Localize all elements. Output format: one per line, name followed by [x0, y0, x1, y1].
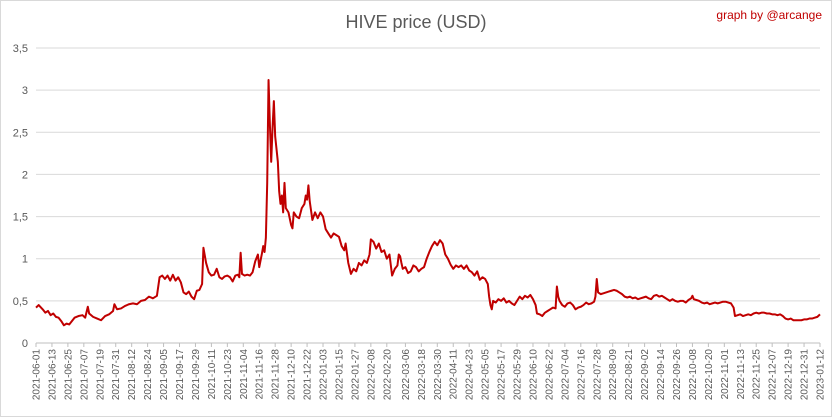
y-tick-label: 3: [22, 85, 28, 97]
x-tick-label: 2021-11-04: [239, 349, 250, 400]
x-tick-label: 2022-05-29: [513, 349, 524, 401]
x-tick-label: 2022-03-30: [433, 349, 444, 401]
x-tick-label: 2022-11-25: [752, 349, 763, 400]
x-tick-label: 2022-07-04: [560, 349, 571, 401]
x-tick-label: 2021-06-01: [32, 349, 43, 401]
y-tick-label: 0: [22, 338, 28, 350]
x-tick-label: 2021-07-19: [95, 349, 106, 401]
x-tick-label: 2021-09-05: [159, 349, 170, 401]
x-tick-label: 2022-06-10: [528, 349, 539, 401]
x-tick-label: 2022-09-02: [640, 349, 651, 401]
x-tick-label: 2022-07-16: [576, 349, 587, 401]
x-tick-label: 2022-01-15: [334, 349, 345, 401]
y-tick-label: 2,5: [13, 127, 28, 139]
x-tick-label: 2021-07-31: [111, 349, 122, 401]
x-tick-label: 2022-03-06: [401, 349, 412, 401]
x-tick-label: 2022-01-27: [350, 349, 361, 401]
x-tick-label: 2022-02-20: [382, 349, 393, 401]
x-tick-label: 2022-08-21: [624, 349, 635, 401]
x-tick-label: 2021-12-22: [303, 349, 314, 401]
y-tick-label: 1: [22, 254, 28, 266]
x-tick-label: 2023-01-12: [816, 349, 827, 401]
x-tick-label: 2022-05-05: [481, 349, 492, 401]
y-tick-label: 2: [22, 169, 28, 181]
y-axis: 0 0,5 1 1,5 2 2,5 3 3,5: [13, 43, 28, 350]
x-tick-label: 2022-06-22: [544, 349, 555, 401]
x-tick-label: 2021-07-07: [79, 349, 90, 401]
y-tick-label: 0,5: [13, 296, 28, 308]
credit-label: graph by @arcange: [716, 8, 822, 22]
x-tick-label: 2022-12-19: [784, 349, 795, 401]
x-tick-label: 2022-08-09: [608, 349, 619, 401]
x-tick-label: 2021-10-23: [223, 349, 234, 401]
y-tick-label: 3,5: [13, 43, 28, 55]
x-tick-label: 2021-12-10: [287, 349, 298, 401]
x-tick-label: 2022-10-20: [704, 349, 715, 401]
x-tick-label: 2021-11-28: [271, 349, 282, 400]
gridlines: [36, 47, 820, 344]
series-line: [35, 79, 821, 327]
x-tick-label: 2022-04-11: [449, 349, 460, 400]
x-tick-label: 2022-12-31: [800, 349, 811, 401]
x-tick-label: 2021-06-25: [63, 349, 74, 401]
x-tick-label: 2022-09-26: [672, 349, 683, 401]
x-tick-label: 2021-08-12: [127, 349, 138, 401]
x-tick-label: 2021-11-16: [255, 349, 266, 400]
x-tick-label: 2021-06-13: [47, 349, 58, 401]
x-tick-label: 2022-11-13: [736, 349, 747, 400]
x-tick-label: 2022-07-28: [592, 349, 603, 401]
x-tick-label: 2022-12-07: [768, 349, 779, 401]
x-tick-label: 2022-04-23: [465, 349, 476, 401]
x-tick-label: 2021-08-24: [143, 349, 154, 401]
y-tick-label: 1,5: [13, 212, 28, 224]
x-tick-label: 2021-09-17: [175, 349, 186, 401]
x-tick-label: 2022-09-14: [656, 349, 667, 401]
x-tick-label: 2022-03-18: [417, 349, 428, 401]
x-tick-label: 2022-01-03: [319, 349, 330, 401]
x-tick-label: 2022-10-08: [688, 349, 699, 401]
x-tick-label: 2021-09-29: [191, 349, 202, 401]
x-tick-label: 2022-11-01: [720, 349, 731, 400]
x-tick-label: 2022-02-08: [366, 349, 377, 401]
x-axis: 2021-06-01 2021-06-13 2021-06-25 2021-07-07…: [32, 343, 827, 400]
x-tick-label: 2021-10-11: [207, 349, 218, 400]
x-tick-label: 2022-05-17: [497, 349, 508, 401]
chart-title: HIVE price (USD): [345, 12, 487, 32]
